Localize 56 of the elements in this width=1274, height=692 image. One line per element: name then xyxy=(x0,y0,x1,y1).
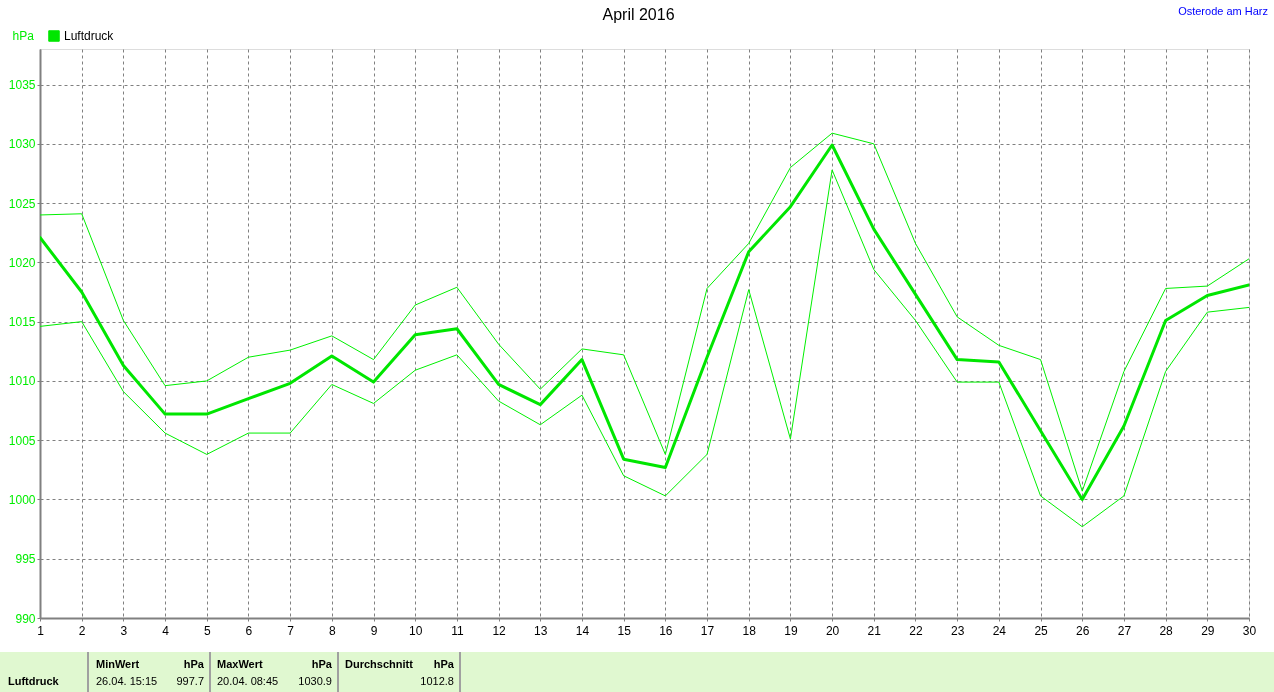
text: MinWert xyxy=(96,658,140,670)
legend-label: Luftdruck xyxy=(64,29,115,43)
x-tick-label: 24 xyxy=(992,623,1007,638)
text: 997.7 xyxy=(176,675,204,687)
x-tick-label: 3 xyxy=(120,623,128,638)
y-tick-label: 1030 xyxy=(8,137,36,152)
x-tick-label: 10 xyxy=(409,623,423,638)
x-tick-label: 1 xyxy=(37,623,45,638)
text: 1030.9 xyxy=(298,675,332,687)
x-tick-label: 14 xyxy=(575,623,590,638)
x-tick-label: 2 xyxy=(78,623,86,638)
x-tick-label: 11 xyxy=(451,623,464,638)
x-tick-label: 6 xyxy=(245,623,253,638)
y-tick-label: 990 xyxy=(15,611,36,626)
y-tick-label: 1025 xyxy=(8,196,36,211)
x-tick-label: 15 xyxy=(617,623,632,638)
text: Osterode am Harz xyxy=(1178,5,1268,17)
x-tick-label: 28 xyxy=(1159,623,1174,638)
x-tick-label: 17 xyxy=(700,623,715,638)
text: 1012.8 xyxy=(420,675,454,687)
x-tick-label: 5 xyxy=(203,623,211,638)
text: Luftdruck xyxy=(8,675,60,687)
chart-title: April 2016 xyxy=(602,6,675,23)
text: hPa xyxy=(311,658,333,670)
text: 20.04. 08:45 xyxy=(217,675,279,687)
x-tick-label: 12 xyxy=(492,623,507,638)
y-tick-label: 1005 xyxy=(8,433,36,448)
x-tick-label: 22 xyxy=(909,623,923,638)
x-tick-label: 27 xyxy=(1117,623,1132,638)
y-tick-label: 1010 xyxy=(8,374,36,389)
x-tick-label: 7 xyxy=(287,623,295,638)
x-tick-label: 23 xyxy=(950,623,965,638)
y-tick-label: 1020 xyxy=(8,255,36,270)
y-tick-label: 1015 xyxy=(8,315,36,330)
x-tick-label: 4 xyxy=(162,623,170,638)
x-tick-label: 21 xyxy=(867,623,882,638)
text: 26.04. 15:15 xyxy=(96,675,158,687)
x-tick-label: 26 xyxy=(1076,623,1090,638)
y-tick-label: 1000 xyxy=(8,492,36,507)
text: hPa xyxy=(183,658,205,670)
x-tick-label: 20 xyxy=(825,623,840,638)
x-tick-label: 19 xyxy=(784,623,798,638)
x-tick-label: 9 xyxy=(370,623,378,638)
text: MaxWert xyxy=(217,658,263,670)
y-tick-label: 1035 xyxy=(8,78,36,93)
text: Durchschnitt xyxy=(345,658,414,670)
x-tick-label: 13 xyxy=(534,623,548,638)
x-tick-label: 16 xyxy=(659,623,673,638)
x-tick-label: 18 xyxy=(742,623,757,638)
y-tick-label: 995 xyxy=(15,552,36,567)
text: hPa xyxy=(433,658,455,670)
x-tick-label: 8 xyxy=(328,623,336,638)
y-axis-title: hPa xyxy=(12,28,35,43)
x-tick-label: 25 xyxy=(1034,623,1049,638)
x-tick-label: 29 xyxy=(1201,623,1215,638)
x-tick-label: 30 xyxy=(1242,623,1257,638)
